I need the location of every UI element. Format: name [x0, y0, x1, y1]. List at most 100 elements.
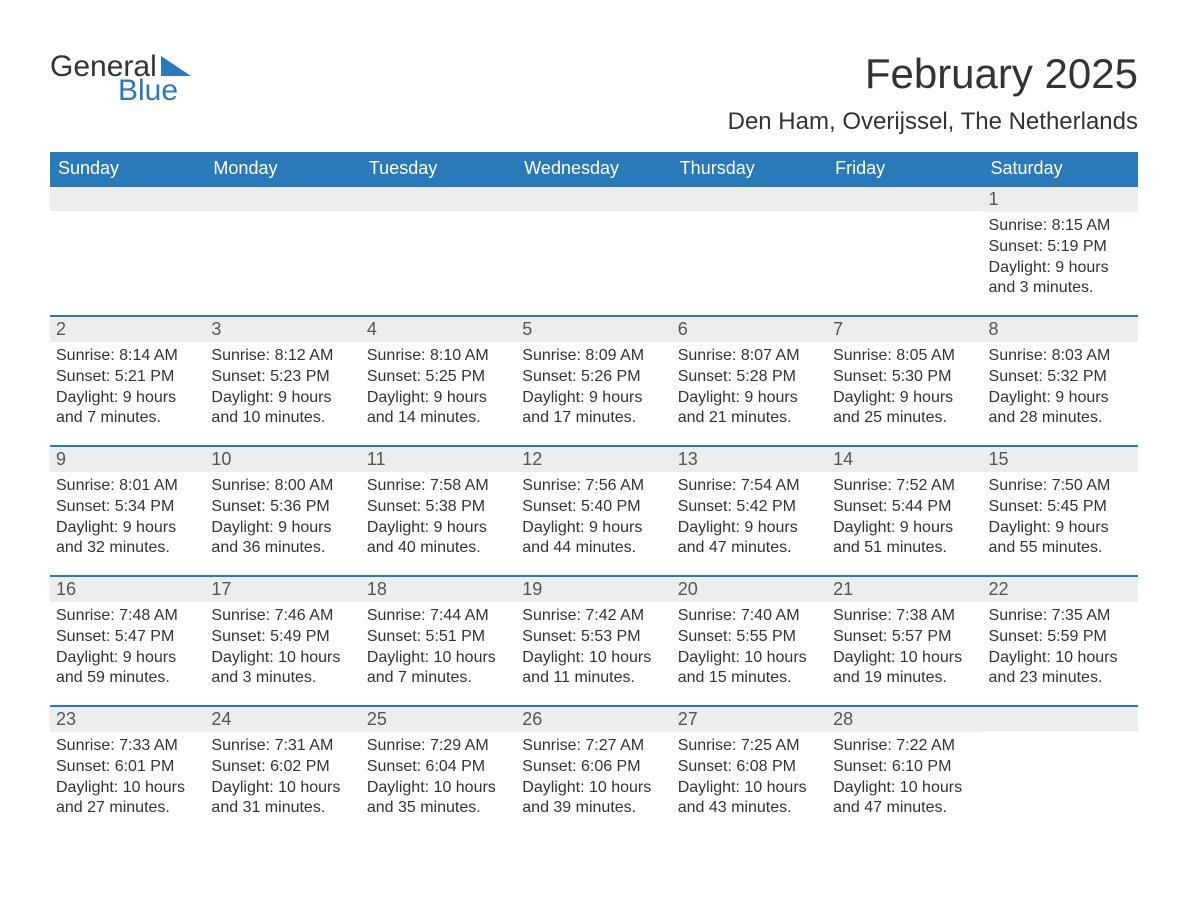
sunset-text: Sunset: 5:26 PM	[522, 367, 665, 388]
calendar-cell: 26Sunrise: 7:27 AMSunset: 6:06 PMDayligh…	[516, 705, 671, 835]
sunrise-text: Sunrise: 7:44 AM	[367, 606, 510, 627]
sunset-text: Sunset: 6:08 PM	[678, 757, 821, 778]
empty-day-header	[516, 185, 671, 211]
day-details: Sunrise: 7:33 AMSunset: 6:01 PMDaylight:…	[50, 732, 205, 823]
sunset-text: Sunset: 5:23 PM	[211, 367, 354, 388]
calendar-cell	[361, 185, 516, 315]
calendar-cell: 8Sunrise: 8:03 AMSunset: 5:32 PMDaylight…	[983, 315, 1138, 445]
day-details: Sunrise: 7:46 AMSunset: 5:49 PMDaylight:…	[205, 602, 360, 693]
calendar-week-row: 23Sunrise: 7:33 AMSunset: 6:01 PMDayligh…	[50, 705, 1138, 835]
sunrise-text: Sunrise: 7:46 AM	[211, 606, 354, 627]
calendar-cell	[50, 185, 205, 315]
sunset-text: Sunset: 5:32 PM	[989, 367, 1132, 388]
day-details: Sunrise: 7:22 AMSunset: 6:10 PMDaylight:…	[827, 732, 982, 823]
calendar-cell	[516, 185, 671, 315]
day-details: Sunrise: 7:52 AMSunset: 5:44 PMDaylight:…	[827, 472, 982, 563]
daylight-text: Daylight: 9 hours and 7 minutes.	[56, 388, 199, 430]
day-number: 23	[50, 705, 205, 732]
sunset-text: Sunset: 5:34 PM	[56, 497, 199, 518]
sunset-text: Sunset: 5:47 PM	[56, 627, 199, 648]
day-details: Sunrise: 7:48 AMSunset: 5:47 PMDaylight:…	[50, 602, 205, 693]
calendar-cell: 10Sunrise: 8:00 AMSunset: 5:36 PMDayligh…	[205, 445, 360, 575]
empty-day-header	[205, 185, 360, 211]
day-number: 3	[205, 315, 360, 342]
day-number: 16	[50, 575, 205, 602]
day-details: Sunrise: 7:27 AMSunset: 6:06 PMDaylight:…	[516, 732, 671, 823]
sunset-text: Sunset: 5:19 PM	[989, 237, 1132, 258]
day-details: Sunrise: 8:15 AMSunset: 5:19 PMDaylight:…	[983, 212, 1138, 303]
day-number: 26	[516, 705, 671, 732]
daylight-text: Daylight: 10 hours and 3 minutes.	[211, 648, 354, 690]
calendar-cell: 5Sunrise: 8:09 AMSunset: 5:26 PMDaylight…	[516, 315, 671, 445]
calendar-cell: 2Sunrise: 8:14 AMSunset: 5:21 PMDaylight…	[50, 315, 205, 445]
calendar-cell: 22Sunrise: 7:35 AMSunset: 5:59 PMDayligh…	[983, 575, 1138, 705]
sunset-text: Sunset: 5:45 PM	[989, 497, 1132, 518]
day-number: 14	[827, 445, 982, 472]
calendar-cell	[672, 185, 827, 315]
header: General Blue February 2025 Den Ham, Over…	[50, 50, 1138, 136]
empty-day-header	[672, 185, 827, 211]
calendar-head: SundayMondayTuesdayWednesdayThursdayFrid…	[50, 152, 1138, 185]
sunrise-text: Sunrise: 8:00 AM	[211, 476, 354, 497]
day-details: Sunrise: 8:01 AMSunset: 5:34 PMDaylight:…	[50, 472, 205, 563]
day-details: Sunrise: 7:38 AMSunset: 5:57 PMDaylight:…	[827, 602, 982, 693]
sunrise-text: Sunrise: 7:56 AM	[522, 476, 665, 497]
calendar-body: 1Sunrise: 8:15 AMSunset: 5:19 PMDaylight…	[50, 185, 1138, 835]
daylight-text: Daylight: 10 hours and 11 minutes.	[522, 648, 665, 690]
calendar-cell: 20Sunrise: 7:40 AMSunset: 5:55 PMDayligh…	[672, 575, 827, 705]
day-details: Sunrise: 8:05 AMSunset: 5:30 PMDaylight:…	[827, 342, 982, 433]
calendar-cell: 28Sunrise: 7:22 AMSunset: 6:10 PMDayligh…	[827, 705, 982, 835]
title-block: February 2025 Den Ham, Overijssel, The N…	[728, 50, 1138, 136]
daylight-text: Daylight: 9 hours and 44 minutes.	[522, 518, 665, 560]
sunrise-text: Sunrise: 7:40 AM	[678, 606, 821, 627]
daylight-text: Daylight: 9 hours and 40 minutes.	[367, 518, 510, 560]
day-details: Sunrise: 7:50 AMSunset: 5:45 PMDaylight:…	[983, 472, 1138, 563]
sunrise-text: Sunrise: 7:52 AM	[833, 476, 976, 497]
day-number: 17	[205, 575, 360, 602]
daylight-text: Daylight: 9 hours and 25 minutes.	[833, 388, 976, 430]
day-details: Sunrise: 7:54 AMSunset: 5:42 PMDaylight:…	[672, 472, 827, 563]
daylight-text: Daylight: 10 hours and 23 minutes.	[989, 648, 1132, 690]
sunrise-text: Sunrise: 8:12 AM	[211, 346, 354, 367]
weekday-header: Wednesday	[516, 152, 671, 185]
month-title: February 2025	[728, 50, 1138, 98]
calendar-cell: 17Sunrise: 7:46 AMSunset: 5:49 PMDayligh…	[205, 575, 360, 705]
sunset-text: Sunset: 5:59 PM	[989, 627, 1132, 648]
calendar-cell: 12Sunrise: 7:56 AMSunset: 5:40 PMDayligh…	[516, 445, 671, 575]
empty-day-header	[50, 185, 205, 211]
calendar-week-row: 16Sunrise: 7:48 AMSunset: 5:47 PMDayligh…	[50, 575, 1138, 705]
daylight-text: Daylight: 9 hours and 36 minutes.	[211, 518, 354, 560]
sunset-text: Sunset: 5:57 PM	[833, 627, 976, 648]
sunrise-text: Sunrise: 7:31 AM	[211, 736, 354, 757]
daylight-text: Daylight: 10 hours and 19 minutes.	[833, 648, 976, 690]
sunrise-text: Sunrise: 7:22 AM	[833, 736, 976, 757]
sunset-text: Sunset: 5:38 PM	[367, 497, 510, 518]
daylight-text: Daylight: 9 hours and 47 minutes.	[678, 518, 821, 560]
sunset-text: Sunset: 6:06 PM	[522, 757, 665, 778]
sunrise-text: Sunrise: 7:54 AM	[678, 476, 821, 497]
sunset-text: Sunset: 6:02 PM	[211, 757, 354, 778]
calendar-cell: 4Sunrise: 8:10 AMSunset: 5:25 PMDaylight…	[361, 315, 516, 445]
calendar-week-row: 2Sunrise: 8:14 AMSunset: 5:21 PMDaylight…	[50, 315, 1138, 445]
day-details: Sunrise: 8:14 AMSunset: 5:21 PMDaylight:…	[50, 342, 205, 433]
calendar-cell: 21Sunrise: 7:38 AMSunset: 5:57 PMDayligh…	[827, 575, 982, 705]
sunrise-text: Sunrise: 8:03 AM	[989, 346, 1132, 367]
logo-flag-icon	[161, 56, 191, 76]
sunrise-text: Sunrise: 7:33 AM	[56, 736, 199, 757]
day-number: 13	[672, 445, 827, 472]
day-number: 7	[827, 315, 982, 342]
day-details: Sunrise: 7:44 AMSunset: 5:51 PMDaylight:…	[361, 602, 516, 693]
calendar-cell	[983, 705, 1138, 835]
sunrise-text: Sunrise: 8:10 AM	[367, 346, 510, 367]
sunset-text: Sunset: 5:55 PM	[678, 627, 821, 648]
day-number: 21	[827, 575, 982, 602]
daylight-text: Daylight: 10 hours and 39 minutes.	[522, 778, 665, 820]
daylight-text: Daylight: 9 hours and 32 minutes.	[56, 518, 199, 560]
calendar-cell	[827, 185, 982, 315]
calendar-cell: 23Sunrise: 7:33 AMSunset: 6:01 PMDayligh…	[50, 705, 205, 835]
sunrise-text: Sunrise: 8:09 AM	[522, 346, 665, 367]
sunrise-text: Sunrise: 8:01 AM	[56, 476, 199, 497]
calendar-cell: 11Sunrise: 7:58 AMSunset: 5:38 PMDayligh…	[361, 445, 516, 575]
sunset-text: Sunset: 5:28 PM	[678, 367, 821, 388]
daylight-text: Daylight: 9 hours and 21 minutes.	[678, 388, 821, 430]
